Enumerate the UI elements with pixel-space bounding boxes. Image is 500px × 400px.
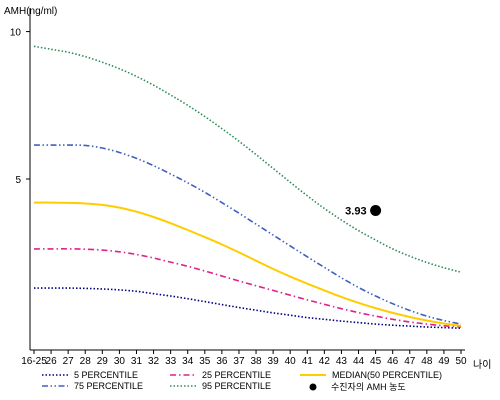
legend-label-3: 75 PERCENTILE bbox=[74, 381, 143, 391]
x-tick-label: 48 bbox=[421, 356, 433, 367]
x-tick-label: 38 bbox=[250, 356, 262, 367]
series-line-2 bbox=[33, 201, 462, 327]
x-tick-label: 27 bbox=[63, 356, 75, 367]
x-tick-label: 34 bbox=[182, 356, 194, 367]
x-tick-label: 40 bbox=[285, 356, 297, 367]
x-tick-label: 43 bbox=[336, 356, 348, 367]
x-tick-label: 30 bbox=[114, 356, 126, 367]
patient-marker bbox=[370, 205, 382, 217]
y-tick-label: 10 bbox=[10, 28, 22, 39]
y-axis-title: AMH(ng/ml) bbox=[4, 6, 57, 17]
x-tick-label: 29 bbox=[97, 356, 109, 367]
patient-value-label: 3.93 bbox=[345, 206, 366, 218]
legend-patient-marker bbox=[309, 383, 317, 391]
series-line-1 bbox=[34, 248, 462, 328]
x-tick-label: 44 bbox=[353, 356, 365, 367]
x-tick-label: 46 bbox=[387, 356, 399, 367]
x-tick-label: 36 bbox=[216, 356, 228, 367]
legend-label-2: MEDIAN(50 PERCENTILE) bbox=[332, 370, 442, 380]
series-line-0 bbox=[33, 287, 462, 329]
x-tick-label: 28 bbox=[80, 356, 92, 367]
x-tick-label: 42 bbox=[319, 356, 331, 367]
y-tick-label: 5 bbox=[15, 175, 21, 186]
x-tick-label: 32 bbox=[148, 356, 160, 367]
legend-label-0: 5 PERCENTILE bbox=[74, 370, 138, 380]
series-line-3 bbox=[33, 144, 462, 325]
x-tick-label: 50 bbox=[455, 356, 467, 367]
x-tick-label: 31 bbox=[131, 356, 143, 367]
x-tick-label: 35 bbox=[199, 356, 211, 367]
x-tick-label: 26 bbox=[46, 356, 58, 367]
x-tick-label: 37 bbox=[233, 356, 245, 367]
x-tick-label: 47 bbox=[404, 356, 416, 367]
x-tick-label: 39 bbox=[268, 356, 280, 367]
series-line-4 bbox=[33, 45, 462, 273]
x-tick-label: 41 bbox=[302, 356, 314, 367]
x-tick-label: 45 bbox=[370, 356, 382, 367]
x-tick-label: 16-25 bbox=[21, 356, 47, 367]
x-axis-title: 나이 bbox=[473, 359, 491, 371]
legend-label-4: 95 PERCENTILE bbox=[202, 381, 271, 391]
x-tick-label: 33 bbox=[165, 356, 177, 367]
legend-label-1: 25 PERCENTILE bbox=[202, 370, 271, 380]
x-tick-label: 49 bbox=[438, 356, 450, 367]
legend-patient-label: 수진자의 AMH 농도 bbox=[331, 382, 406, 392]
